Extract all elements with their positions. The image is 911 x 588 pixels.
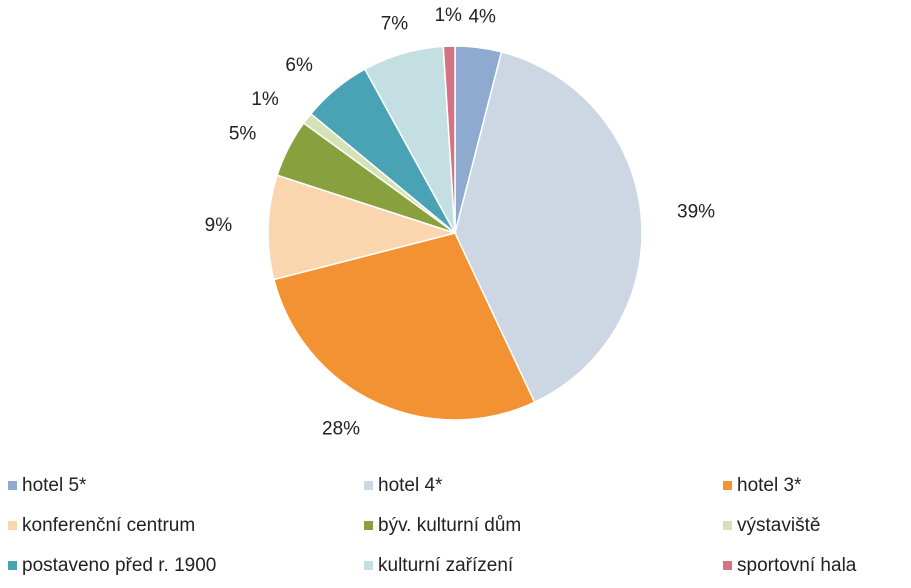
data-label: 39% — [677, 202, 715, 223]
legend-swatch — [8, 521, 17, 530]
legend-label: hotel 5* — [22, 475, 87, 496]
legend-swatch — [723, 521, 732, 530]
legend-label: hotel 3* — [737, 475, 802, 496]
data-label: 7% — [381, 14, 409, 35]
data-label: 1% — [434, 5, 462, 26]
data-label: 6% — [285, 55, 313, 76]
pie-slice — [442, 45, 456, 234]
data-label: 28% — [322, 418, 360, 439]
legend-swatch — [364, 521, 373, 530]
data-label: 9% — [205, 215, 233, 236]
legend-label: kulturní zařízení — [378, 555, 514, 576]
pie-slice — [454, 50, 643, 404]
legend-label: výstaviště — [737, 515, 820, 536]
data-label: 5% — [229, 123, 257, 144]
legend-label: sportovní hala — [737, 555, 857, 576]
legend-label: postaveno před r. 1900 — [22, 555, 216, 576]
pie-slice — [272, 232, 536, 421]
data-label: 1% — [251, 89, 279, 110]
legend-label: hotel 4* — [378, 475, 443, 496]
legend-swatch — [723, 561, 732, 570]
legend-label: býv. kulturní dům — [378, 515, 521, 536]
legend-swatch — [364, 481, 373, 490]
data-label: 4% — [468, 7, 496, 28]
legend-label: konferenční centrum — [22, 515, 195, 536]
legend-swatch — [8, 561, 17, 570]
pie-slice — [267, 174, 458, 281]
legend-swatch — [364, 561, 373, 570]
legend-swatch — [8, 481, 17, 490]
legend-swatch — [723, 481, 732, 490]
